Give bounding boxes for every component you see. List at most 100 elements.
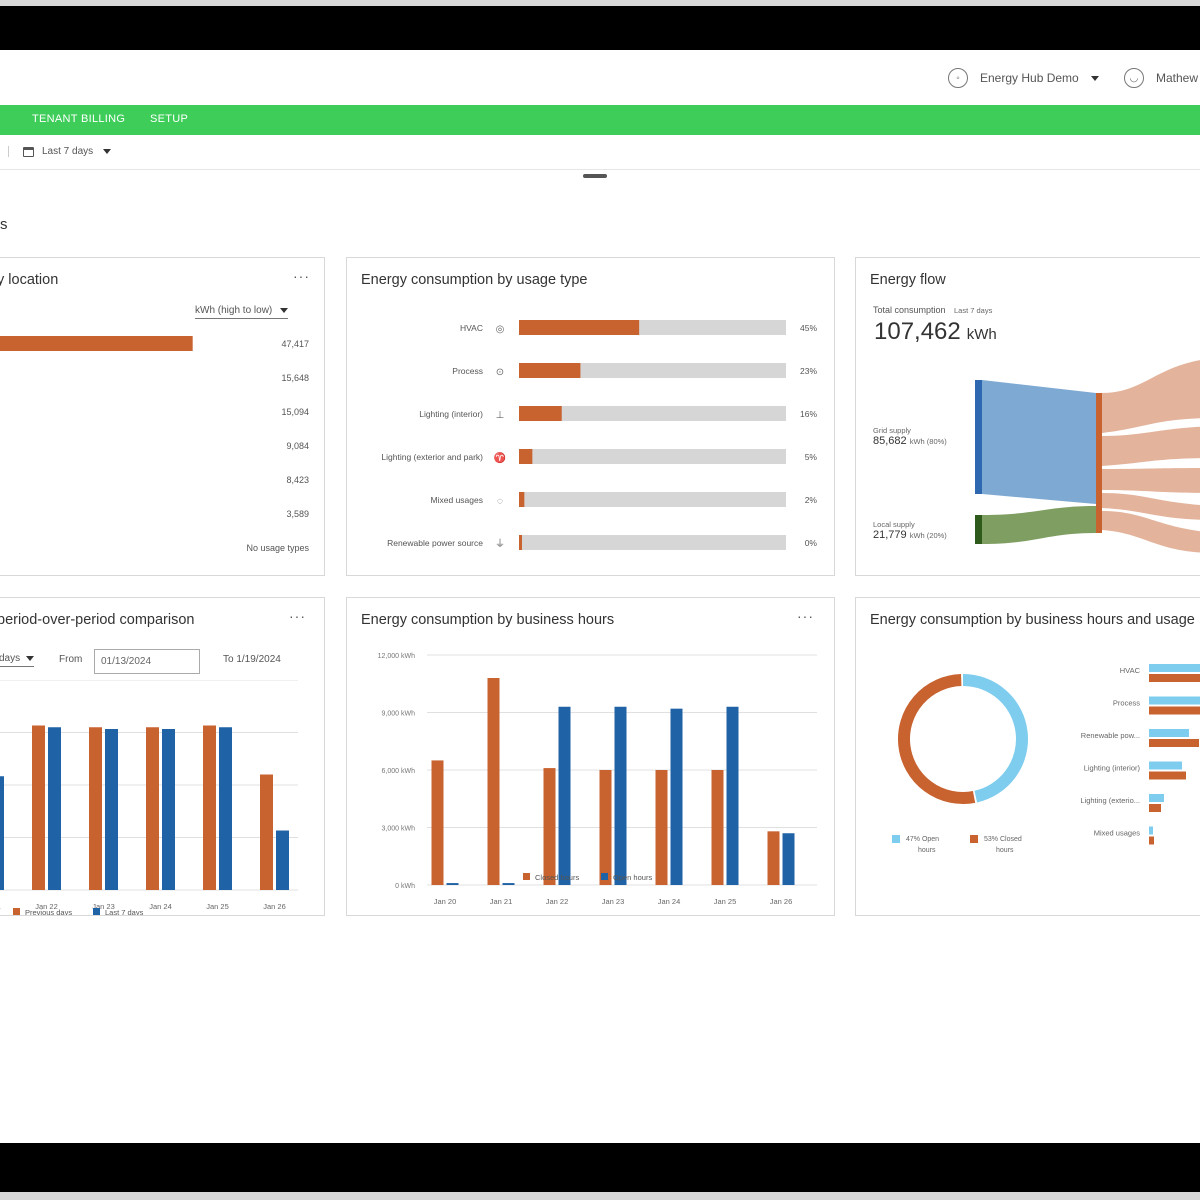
usage-bar-track — [519, 406, 786, 421]
grid-supply-value: 85,682 — [873, 435, 907, 447]
bar — [431, 760, 444, 885]
legend-swatch — [13, 908, 20, 915]
card-consumption-by-business-hours: Energy consumption by business hours ···… — [346, 597, 835, 916]
usage-category-label: Renewable pow... — [1081, 731, 1140, 740]
total-consumption-label: Total consumption — [873, 305, 946, 315]
card-title: Energy consumption by business hours and… — [870, 612, 1195, 628]
location-value-label: 9,084 — [286, 441, 309, 451]
site-selector-label: Energy Hub Demo — [980, 71, 1079, 85]
donut-slice — [962, 674, 1028, 803]
sankey-link-out-5 — [1102, 511, 1200, 553]
usage-type-icon: ⊥ — [496, 410, 505, 421]
user-menu[interactable]: ◡ Mathew — [1124, 68, 1198, 88]
panel-resize-handle[interactable] — [583, 174, 607, 178]
usage-value-label: 5% — [805, 452, 818, 462]
usage-type-icon: ⏚ — [495, 538, 505, 550]
legend-label: hours — [918, 847, 936, 854]
date-range-selector[interactable]: Last 7 days — [8, 146, 112, 157]
usage-type-bar-chart: HVAC ◎ 45% Process ⊙ 23% Lighting (interior) ⊥ 1… — [381, 320, 818, 550]
usage-bar — [519, 320, 640, 335]
sort-selector[interactable]: kWh (high to low) — [195, 305, 289, 319]
bar — [711, 770, 724, 885]
chevron-down-icon — [1090, 75, 1099, 81]
user-avatar-icon: ◡ — [1124, 68, 1144, 88]
grid-supply: Grid supply 85,682 kWh (80%) — [873, 426, 947, 447]
x-tick-label: Jan 25 — [714, 897, 737, 906]
bar — [276, 830, 289, 890]
period-selector-label: days — [0, 653, 21, 664]
legend-label: Closed hours — [535, 873, 579, 882]
from-date-input[interactable] — [94, 649, 200, 674]
x-tick-label: Jan 22 — [546, 897, 569, 906]
more-options-icon[interactable]: ··· — [289, 608, 306, 624]
usage-value-label: 16% — [800, 409, 817, 419]
top-bar: ◦ Energy Hub Demo ◡ Mathew — [0, 50, 1200, 105]
y-tick-label: 9,000 kWh — [382, 711, 416, 718]
app-screen: ◦ Energy Hub Demo ◡ Mathew TENANT BILLIN… — [0, 50, 1200, 1143]
period-selector[interactable]: days — [0, 653, 35, 667]
card-title: Energy consumption by usage type — [361, 272, 588, 288]
bar — [670, 708, 683, 885]
usage-category-label: Lighting (exterior and park) — [381, 452, 483, 462]
bar — [726, 706, 739, 885]
location-value-label: 3,589 — [286, 509, 309, 519]
bar — [599, 770, 612, 885]
x-tick-label: Jan 25 — [206, 902, 229, 911]
location-value-label: No usage types — [246, 543, 309, 553]
bar — [782, 833, 795, 885]
usage-category-label: Process — [1113, 699, 1140, 708]
legend-label: hours — [996, 847, 1014, 854]
site-selector[interactable]: ◦ Energy Hub Demo — [948, 68, 1099, 88]
bar — [1149, 826, 1153, 835]
bar — [32, 725, 45, 890]
grid-supply-unit: kWh (80%) — [909, 437, 947, 446]
to-date-label: To 1/19/2024 — [223, 654, 281, 665]
x-tick-label: Jan 21 — [0, 902, 1, 911]
date-range-label: Last 7 days — [42, 146, 94, 157]
card-consumption-by-usage-type: Energy consumption by usage type HVAC ◎ 45… — [346, 257, 835, 576]
main-nav: TENANT BILLING SETUP — [0, 105, 1200, 135]
card-consumption-by-location: y location ··· kWh (high to low) 47,417 1… — [0, 257, 325, 576]
bar — [446, 883, 459, 885]
bar — [614, 706, 627, 885]
chevron-down-icon — [280, 308, 289, 313]
usage-bar — [519, 535, 522, 550]
legend-swatch — [601, 873, 608, 880]
from-label: From — [59, 654, 83, 665]
y-tick-label: 3,000 kWh — [382, 826, 416, 833]
usage-type-icon: ♈ — [494, 451, 506, 464]
energy-flow-sankey — [975, 360, 1200, 553]
bar — [1149, 739, 1199, 747]
x-tick-label: Jan 21 — [490, 897, 513, 906]
bar — [0, 776, 4, 890]
donut-slice — [898, 674, 976, 804]
x-tick-label: Jan 24 — [149, 902, 172, 911]
bar — [1149, 761, 1182, 770]
x-tick-label: Jan 22 — [35, 902, 58, 911]
chevron-down-icon — [103, 149, 112, 154]
usage-category-label: Mixed usages — [1094, 829, 1141, 838]
usage-category-label: Mixed usages — [431, 495, 483, 505]
sankey-link-out-3 — [1102, 468, 1200, 493]
total-consumption: 107,462 kWh — [874, 318, 997, 346]
card-consumption-by-hours-and-usage: Energy consumption by business hours and… — [855, 597, 1200, 916]
usage-bar-track — [519, 492, 786, 507]
nav-setup[interactable]: SETUP — [150, 113, 189, 125]
legend-swatch — [970, 835, 978, 843]
bar — [1149, 674, 1200, 682]
bar — [487, 678, 500, 885]
legend-label: Open hours — [613, 873, 652, 882]
bar — [260, 774, 273, 890]
card-title: Energy flow — [870, 272, 946, 288]
filter-bar: Last 7 days — [0, 135, 1200, 170]
usage-bar — [519, 406, 562, 421]
nav-tenant-billing[interactable]: TENANT BILLING — [32, 113, 126, 125]
x-tick-label: Jan 26 — [770, 897, 793, 906]
sankey-link-out-1 — [1102, 360, 1200, 433]
card-title: period-over-period comparison — [0, 612, 195, 628]
y-tick-label: 0 kWh — [395, 883, 415, 890]
more-options-icon[interactable]: ··· — [293, 268, 310, 284]
device-bezel-top — [0, 0, 1200, 50]
chevron-down-icon — [26, 656, 35, 661]
more-options-icon[interactable]: ··· — [797, 608, 814, 624]
